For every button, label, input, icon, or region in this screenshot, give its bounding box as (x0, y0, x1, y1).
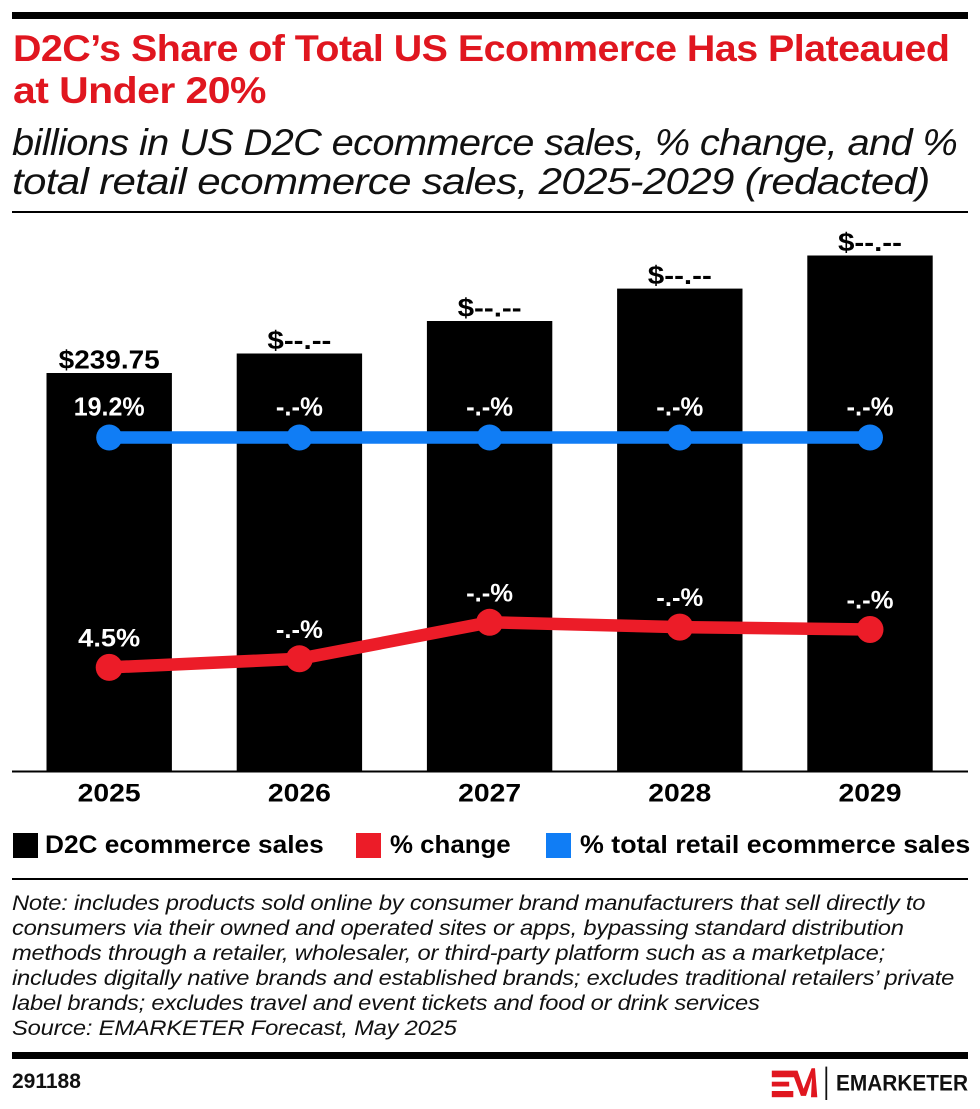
svg-text:-.-%: -.-% (466, 579, 513, 607)
svg-text:$239.75: $239.75 (59, 345, 160, 375)
svg-text:-.-%: -.-% (847, 587, 894, 615)
svg-text:-.-%: -.-% (276, 616, 323, 644)
svg-text:-.-%: -.-% (656, 584, 703, 612)
svg-text:-.-%: -.-% (656, 392, 703, 422)
svg-text:2027: 2027 (458, 779, 521, 807)
svg-text:$--.--: $--.-- (838, 227, 902, 257)
svg-text:-.-%: -.-% (276, 392, 323, 422)
svg-text:4.5%: 4.5% (78, 624, 140, 652)
svg-text:2025: 2025 (78, 779, 141, 807)
svg-text:2029: 2029 (839, 779, 902, 807)
svg-text:-.-%: -.-% (466, 392, 513, 422)
svg-text:2028: 2028 (648, 779, 711, 807)
svg-text:EMARKETER: EMARKETER (836, 1070, 968, 1095)
svg-text:$--.--: $--.-- (648, 260, 712, 290)
svg-text:$--.--: $--.-- (267, 325, 331, 355)
svg-text:19.2%: 19.2% (74, 392, 145, 422)
svg-text:-.-%: -.-% (847, 392, 894, 422)
svg-text:$--.--: $--.-- (458, 293, 522, 323)
svg-text:2026: 2026 (268, 779, 331, 807)
